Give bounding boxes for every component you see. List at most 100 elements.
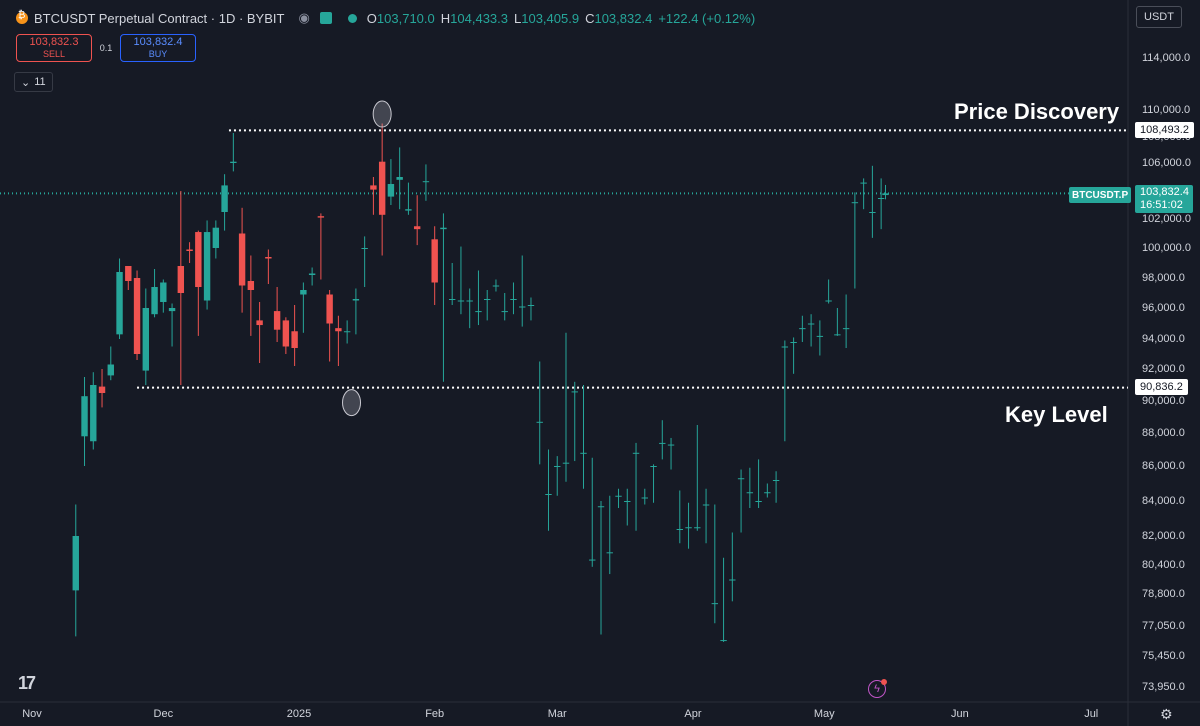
price-change: +122.4 (+0.12%) [658, 10, 756, 26]
candle-body [755, 501, 762, 502]
candle-body [212, 227, 220, 248]
candle-body [589, 559, 596, 561]
candle-body [571, 391, 578, 393]
candle-body [562, 462, 570, 464]
price-tick-label: 100,000.0 [1142, 242, 1191, 254]
candle-body [746, 492, 754, 494]
lower-level-label: 90,836.2 [1135, 379, 1188, 395]
candle-body [676, 529, 683, 530]
time-tick-label: Mar [547, 708, 567, 720]
candle-body [545, 494, 552, 495]
candle-body [851, 202, 859, 204]
candle-body [606, 552, 613, 554]
candle-body [729, 579, 736, 581]
lightning-icon[interactable]: ϟ [868, 680, 886, 698]
candle-body [772, 480, 780, 481]
sell-button[interactable]: 103,832.3 SELL [16, 34, 92, 62]
candle-body [882, 193, 889, 196]
gear-icon[interactable]: ⚙ [1160, 706, 1173, 722]
flag-icon[interactable] [319, 12, 332, 24]
candle-body [378, 161, 386, 215]
candle-body [536, 421, 543, 423]
candle-body [326, 294, 333, 324]
price-tick-label: 90,000.0 [1142, 395, 1185, 407]
candle-body [492, 285, 500, 287]
candle-body [221, 185, 228, 212]
candle-body [195, 232, 202, 287]
candle-body [335, 328, 342, 332]
candle-body [98, 386, 106, 393]
indicators-count: 11 [34, 76, 46, 88]
candle-body [816, 335, 824, 337]
indicators-toggle[interactable]: ⌄ 11 [14, 72, 53, 92]
price-tick-label: 86,000.0 [1142, 460, 1185, 472]
candle-body [667, 444, 675, 446]
time-tick-label: Jul [1084, 708, 1099, 720]
currency-selector[interactable]: USDT [1136, 6, 1182, 28]
high-marker-ellipse[interactable] [372, 100, 392, 128]
candle-body [624, 501, 631, 502]
candle-body [361, 248, 368, 249]
candle-body [711, 603, 719, 605]
ohlc-readout: O103,710.0 H104,433.3 L103,405.9 C103,83… [366, 10, 756, 26]
price-tick-label: 77,050.0 [1142, 620, 1185, 632]
candle-body [291, 331, 298, 348]
price-tick-label: 94,000.0 [1142, 333, 1185, 345]
candle-body [238, 233, 246, 286]
candle-body [580, 452, 587, 454]
candle-body [352, 299, 360, 301]
price-tick-label: 80,400.0 [1142, 559, 1185, 571]
candle-body [790, 342, 797, 343]
low-marker-ellipse[interactable] [342, 389, 362, 417]
upper-level-label: 108,493.2 [1135, 122, 1194, 138]
candle-body [650, 466, 657, 467]
candle-body [142, 308, 150, 371]
candle-body [370, 185, 377, 190]
candle-body [343, 331, 351, 333]
candle-body [203, 232, 211, 301]
candle-body [133, 278, 141, 354]
spread-value: 0.1 [99, 43, 113, 53]
candle-body [317, 216, 325, 218]
time-tick-label: 2025 [286, 708, 312, 720]
candle-body [869, 212, 876, 213]
candle-body [484, 299, 491, 300]
time-tick-label: Jun [951, 708, 969, 720]
candle-body [387, 184, 395, 197]
symbol-title[interactable]: BTCUSDT Perpetual Contract · 1D · BYBIT [34, 10, 285, 26]
candle-body [72, 536, 79, 591]
candle-body [834, 334, 841, 336]
price-tick-label: 84,000.0 [1142, 495, 1185, 507]
price-discovery-annotation: Price Discovery [954, 99, 1120, 124]
candle-body [737, 478, 745, 480]
candle-body [431, 239, 438, 283]
price-tick-label: 92,000.0 [1142, 363, 1185, 375]
tradingview-logo-icon[interactable]: 17 [18, 673, 36, 693]
candle-body [475, 311, 482, 313]
price-tick-label: 75,450.0 [1142, 650, 1185, 662]
candle-body [466, 300, 473, 302]
candle-body [842, 328, 850, 330]
candle-body [177, 266, 185, 293]
candle-body [81, 396, 88, 437]
price-tick-label: 88,000.0 [1142, 427, 1185, 439]
market-open-indicator [347, 13, 357, 23]
candle-body [799, 328, 806, 330]
candle-body [807, 323, 815, 325]
price-tick-label: 114,000.0 [1142, 52, 1191, 64]
candle-body [440, 227, 447, 230]
candle-body [396, 177, 403, 180]
candle-body [510, 299, 517, 300]
candle-body [659, 442, 666, 444]
candle-body [107, 364, 114, 376]
buy-button[interactable]: 103,832.4 BUY [120, 34, 196, 62]
price-tick-label: 96,000.0 [1142, 302, 1185, 314]
candle-body [300, 290, 307, 295]
current-price-label: 103,832.4 16:51:02 [1135, 185, 1193, 213]
candle-body [519, 306, 526, 308]
eye-icon[interactable]: ◉ [298, 10, 310, 25]
candle-body [230, 161, 237, 163]
candle-body [694, 527, 701, 529]
candle-body [448, 299, 456, 300]
